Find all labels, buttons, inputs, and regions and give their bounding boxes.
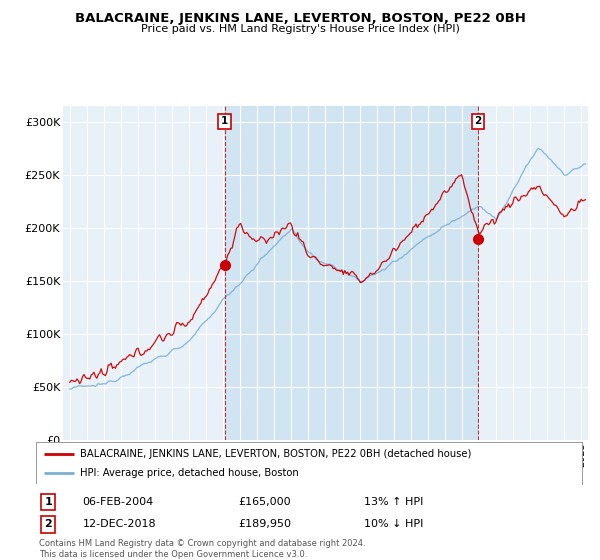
Text: BALACRAINE, JENKINS LANE, LEVERTON, BOSTON, PE22 0BH (detached house): BALACRAINE, JENKINS LANE, LEVERTON, BOST… [80,449,471,459]
Text: 13% ↑ HPI: 13% ↑ HPI [364,497,423,507]
Text: 2: 2 [44,520,52,529]
Text: 1: 1 [221,116,228,127]
Text: 1: 1 [44,497,52,507]
Text: 12-DEC-2018: 12-DEC-2018 [82,520,156,529]
Text: Contains HM Land Registry data © Crown copyright and database right 2024.
This d: Contains HM Land Registry data © Crown c… [39,539,365,559]
Text: 06-FEB-2004: 06-FEB-2004 [82,497,154,507]
Text: BALACRAINE, JENKINS LANE, LEVERTON, BOSTON, PE22 0BH: BALACRAINE, JENKINS LANE, LEVERTON, BOST… [74,12,526,25]
Text: £189,950: £189,950 [238,520,291,529]
Bar [224,106,478,440]
Text: 10% ↓ HPI: 10% ↓ HPI [364,520,423,529]
Text: 2: 2 [475,116,482,127]
Text: £165,000: £165,000 [238,497,290,507]
Text: Price paid vs. HM Land Registry's House Price Index (HPI): Price paid vs. HM Land Registry's House … [140,24,460,34]
Text: HPI: Average price, detached house, Boston: HPI: Average price, detached house, Bost… [80,468,298,478]
